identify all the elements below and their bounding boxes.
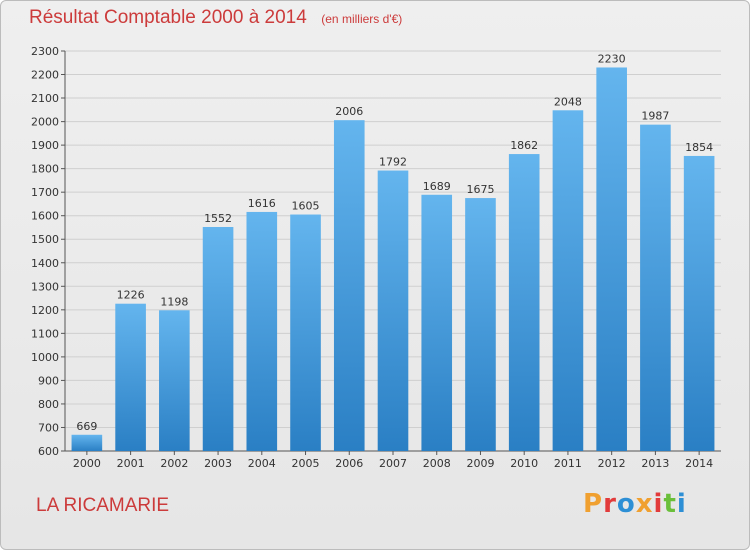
y-tick-label: 700 xyxy=(38,421,59,434)
commune-name: LA RICAMARIE xyxy=(36,495,170,516)
bar-2012 xyxy=(596,67,627,452)
x-tick-label-2003: 2003 xyxy=(204,457,232,470)
data-label-2006: 2006 xyxy=(335,105,363,118)
x-tick-label-2014: 2014 xyxy=(685,457,713,470)
bar-2000 xyxy=(71,434,103,451)
logo-letter: i xyxy=(653,489,664,519)
bar-2007 xyxy=(377,170,409,451)
y-tick-label: 600 xyxy=(38,445,59,458)
logo-letter: x xyxy=(635,489,654,519)
data-label-2008: 1689 xyxy=(423,180,451,193)
x-tick-label-2000: 2000 xyxy=(73,457,101,470)
x-tick-label-2004: 2004 xyxy=(248,457,276,470)
y-tick-label: 1800 xyxy=(31,163,59,176)
bars xyxy=(71,67,715,452)
y-tick-label: 1900 xyxy=(31,139,59,152)
chart-header: Résultat Comptable 2000 à 2014 (en milli… xyxy=(29,7,402,29)
x-tick-label-2012: 2012 xyxy=(598,457,626,470)
bar-2004 xyxy=(246,211,278,451)
x-tick-label-2009: 2009 xyxy=(466,457,494,470)
logo-letter: o xyxy=(616,489,636,519)
data-label-2014: 1854 xyxy=(685,141,713,154)
x-tick-label-2011: 2011 xyxy=(554,457,582,470)
x-tick-label-2010: 2010 xyxy=(510,457,538,470)
logo-letter: r xyxy=(603,489,617,519)
data-label-2000: 669 xyxy=(76,420,97,433)
y-tick-label: 2000 xyxy=(31,116,59,129)
y-tick-label: 1100 xyxy=(31,327,59,340)
bar-2011 xyxy=(552,110,584,451)
logo-letter: t xyxy=(663,489,677,519)
proxiti-logo: Proxiti xyxy=(583,489,687,519)
x-tick-label-2002: 2002 xyxy=(160,457,188,470)
bar-2008 xyxy=(421,194,453,451)
y-tick-label: 1700 xyxy=(31,186,59,199)
y-tick-label: 1400 xyxy=(31,257,59,270)
chart-unit: (en milliers d'€) xyxy=(321,12,403,26)
data-label-2007: 1792 xyxy=(379,156,407,169)
y-tick-label: 1500 xyxy=(31,233,59,246)
y-tick-label: 900 xyxy=(38,374,59,387)
data-label-2004: 1616 xyxy=(248,197,276,210)
bar-2003 xyxy=(202,227,234,451)
chart-title: Résultat Comptable 2000 à 2014 xyxy=(29,7,307,28)
x-tick-label-2006: 2006 xyxy=(335,457,363,470)
data-label-2012: 2230 xyxy=(598,52,626,65)
data-label-2003: 1552 xyxy=(204,212,232,225)
logo-letter: i xyxy=(676,489,687,519)
logo-letter: P xyxy=(583,489,604,519)
data-label-2005: 1605 xyxy=(292,200,320,213)
y-tick-label: 1600 xyxy=(31,210,59,223)
x-tick-label-2013: 2013 xyxy=(641,457,669,470)
data-label-2013: 1987 xyxy=(641,110,669,123)
y-tick-label: 2100 xyxy=(31,92,59,105)
x-tick-label-2008: 2008 xyxy=(423,457,451,470)
y-tick-label: 1300 xyxy=(31,280,59,293)
y-tick-label: 800 xyxy=(38,398,59,411)
x-tick-label-2001: 2001 xyxy=(117,457,145,470)
y-tick-label: 1000 xyxy=(31,351,59,364)
x-tick-label-2005: 2005 xyxy=(292,457,320,470)
y-tick-label: 1200 xyxy=(31,304,59,317)
bar-2006 xyxy=(333,120,365,452)
bar-2009 xyxy=(465,198,496,451)
data-label-2001: 1226 xyxy=(117,289,145,302)
x-tick-label-2007: 2007 xyxy=(379,457,407,470)
bar-2002 xyxy=(159,310,190,451)
bar-2001 xyxy=(115,303,146,451)
bar-2014 xyxy=(683,155,715,452)
data-label-2002: 1198 xyxy=(160,295,188,308)
labels: 600 700 800 900 1000 1100 1200 1300 1400 1500 1600… xyxy=(31,45,713,470)
bar-2010 xyxy=(508,154,540,451)
y-tick-label: 2200 xyxy=(31,69,59,82)
data-label-2011: 2048 xyxy=(554,95,582,108)
y-tick-label: 2300 xyxy=(31,45,59,58)
bar-2005 xyxy=(290,214,321,451)
data-label-2010: 1862 xyxy=(510,139,538,152)
data-label-2009: 1675 xyxy=(466,183,494,196)
bar-2013 xyxy=(640,124,671,451)
